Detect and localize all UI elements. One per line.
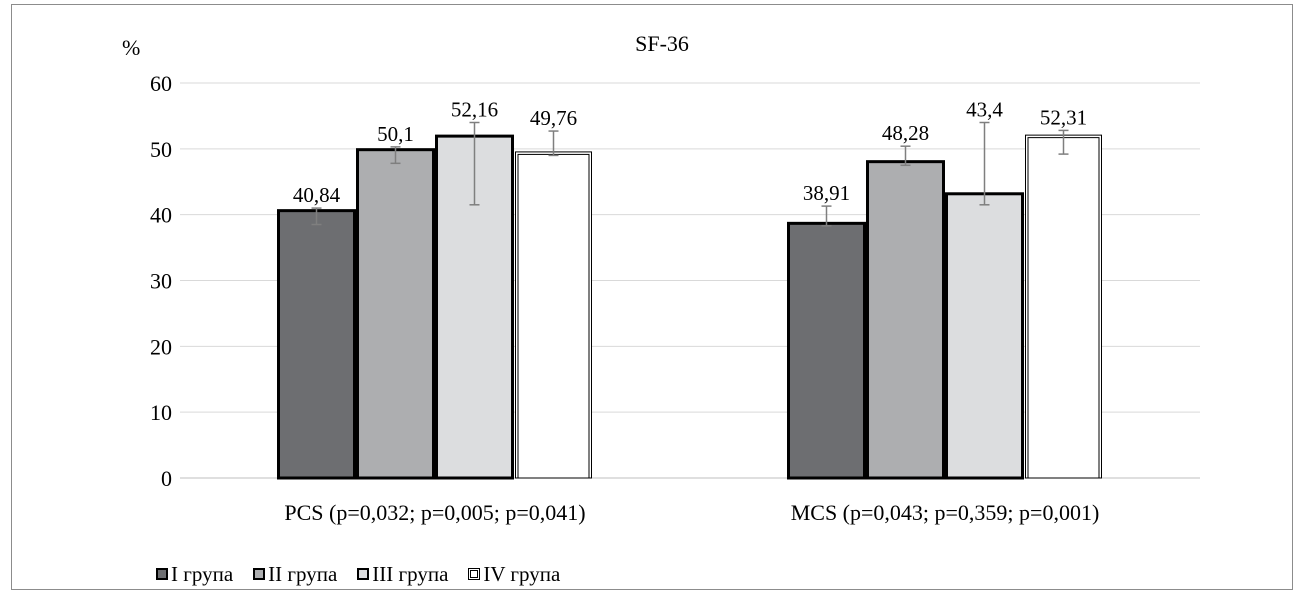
chart-title: SF-36: [635, 31, 689, 56]
legend-label: III група: [372, 561, 449, 586]
legend: I група II група III група IV група: [156, 562, 580, 586]
bars: [277, 134, 1102, 480]
legend-swatch: [253, 568, 266, 580]
y-axis: 0 10 20 30 40 50 60: [150, 71, 172, 491]
data-label: 52,16: [451, 98, 498, 122]
value-labels: 40,84 50,1 52,16 49,76 38,91 48,28 43,4 52,31: [293, 98, 1087, 208]
legend-item: III група: [357, 562, 448, 587]
error-bars: [311, 121, 1069, 227]
y-tick-label: 50: [150, 137, 172, 162]
legend-label: IV група: [483, 561, 561, 586]
bar: [866, 160, 945, 480]
x-tick-label: MCS (p=0,043; p=0,359; p=0,001): [791, 500, 1100, 525]
data-label: 40,84: [293, 183, 341, 207]
bar: [1025, 134, 1102, 479]
y-axis-label: %: [122, 35, 140, 60]
legend-item: IV група: [468, 562, 560, 587]
bar: [945, 192, 1024, 480]
legend-item: II група: [253, 562, 337, 587]
y-tick-label: 40: [150, 203, 172, 228]
bar: [277, 209, 356, 480]
x-axis: PCS (p=0,032; p=0,005; p=0,041) MCS (p=0,…: [284, 500, 1099, 525]
legend-label: I група: [171, 561, 234, 586]
data-label: 48,28: [882, 121, 929, 145]
legend-label: II група: [268, 561, 338, 586]
data-label: 38,91: [803, 181, 850, 205]
bar: [356, 148, 435, 480]
x-tick-label: PCS (p=0,032; p=0,005; p=0,041): [284, 500, 585, 525]
y-tick-label: 20: [150, 334, 172, 359]
bar-chart: 0 10 20 30 40 50 60 40,84 50,1 52,16 49,76 38,91 48…: [122, 31, 1200, 525]
bar: [515, 151, 592, 479]
data-label: 52,31: [1040, 105, 1087, 129]
data-label: 43,4: [966, 98, 1003, 122]
chart-frame: 0 10 20 30 40 50 60 40,84 50,1 52,16 49,76 38,91 48…: [11, 4, 1293, 590]
y-tick-label: 10: [150, 400, 172, 425]
data-label: 49,76: [530, 106, 577, 130]
y-tick-label: 30: [150, 269, 172, 294]
legend-swatch: [156, 568, 168, 580]
data-label: 50,1: [377, 122, 414, 146]
y-tick-label: 60: [150, 71, 172, 96]
y-tick-label: 0: [161, 466, 172, 491]
legend-swatch: [468, 568, 481, 580]
bar: [787, 221, 866, 480]
legend-swatch: [357, 568, 370, 580]
legend-item: I група: [156, 562, 233, 587]
